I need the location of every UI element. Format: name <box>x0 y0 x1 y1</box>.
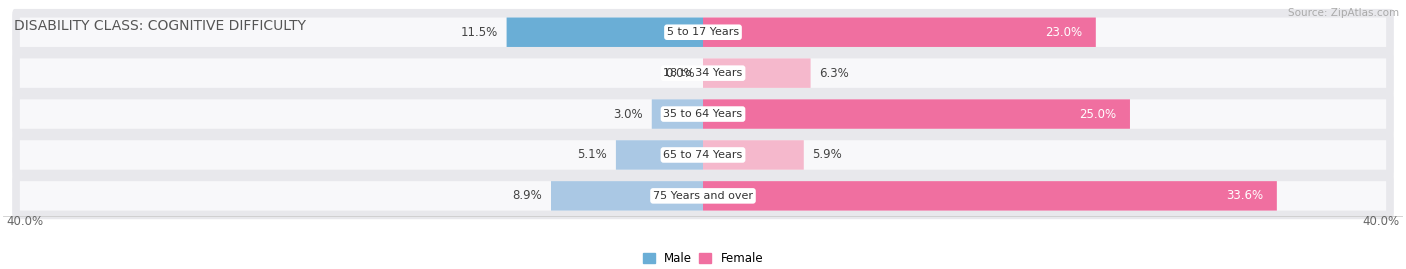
FancyBboxPatch shape <box>13 50 1393 97</box>
Text: 3.0%: 3.0% <box>613 108 643 121</box>
FancyBboxPatch shape <box>703 140 804 170</box>
Text: 23.0%: 23.0% <box>1045 26 1083 39</box>
FancyBboxPatch shape <box>13 9 1393 56</box>
FancyBboxPatch shape <box>20 140 1386 170</box>
FancyBboxPatch shape <box>703 181 1277 211</box>
FancyBboxPatch shape <box>703 58 811 88</box>
FancyBboxPatch shape <box>506 17 703 47</box>
Text: 40.0%: 40.0% <box>6 215 44 228</box>
Text: DISABILITY CLASS: COGNITIVE DIFFICULTY: DISABILITY CLASS: COGNITIVE DIFFICULTY <box>14 19 307 33</box>
FancyBboxPatch shape <box>616 140 703 170</box>
Text: 75 Years and over: 75 Years and over <box>652 191 754 201</box>
Text: 35 to 64 Years: 35 to 64 Years <box>664 109 742 119</box>
Text: Source: ZipAtlas.com: Source: ZipAtlas.com <box>1288 8 1399 18</box>
FancyBboxPatch shape <box>13 172 1393 219</box>
FancyBboxPatch shape <box>20 99 1386 129</box>
FancyBboxPatch shape <box>20 17 1386 47</box>
FancyBboxPatch shape <box>703 17 1095 47</box>
Text: 8.9%: 8.9% <box>513 189 543 202</box>
FancyBboxPatch shape <box>13 91 1393 137</box>
Text: 40.0%: 40.0% <box>1362 215 1400 228</box>
FancyBboxPatch shape <box>13 132 1393 178</box>
Text: 25.0%: 25.0% <box>1080 108 1116 121</box>
FancyBboxPatch shape <box>703 99 1130 129</box>
Text: 18 to 34 Years: 18 to 34 Years <box>664 68 742 78</box>
Text: 5.9%: 5.9% <box>813 148 842 161</box>
Text: 5.1%: 5.1% <box>578 148 607 161</box>
Text: 33.6%: 33.6% <box>1226 189 1263 202</box>
Text: 11.5%: 11.5% <box>461 26 498 39</box>
Text: 65 to 74 Years: 65 to 74 Years <box>664 150 742 160</box>
Text: 5 to 17 Years: 5 to 17 Years <box>666 27 740 37</box>
FancyBboxPatch shape <box>652 99 703 129</box>
Text: 6.3%: 6.3% <box>820 67 849 80</box>
Legend: Male, Female: Male, Female <box>638 247 768 269</box>
FancyBboxPatch shape <box>551 181 703 211</box>
FancyBboxPatch shape <box>20 58 1386 88</box>
Text: 0.0%: 0.0% <box>665 67 695 80</box>
FancyBboxPatch shape <box>20 181 1386 211</box>
